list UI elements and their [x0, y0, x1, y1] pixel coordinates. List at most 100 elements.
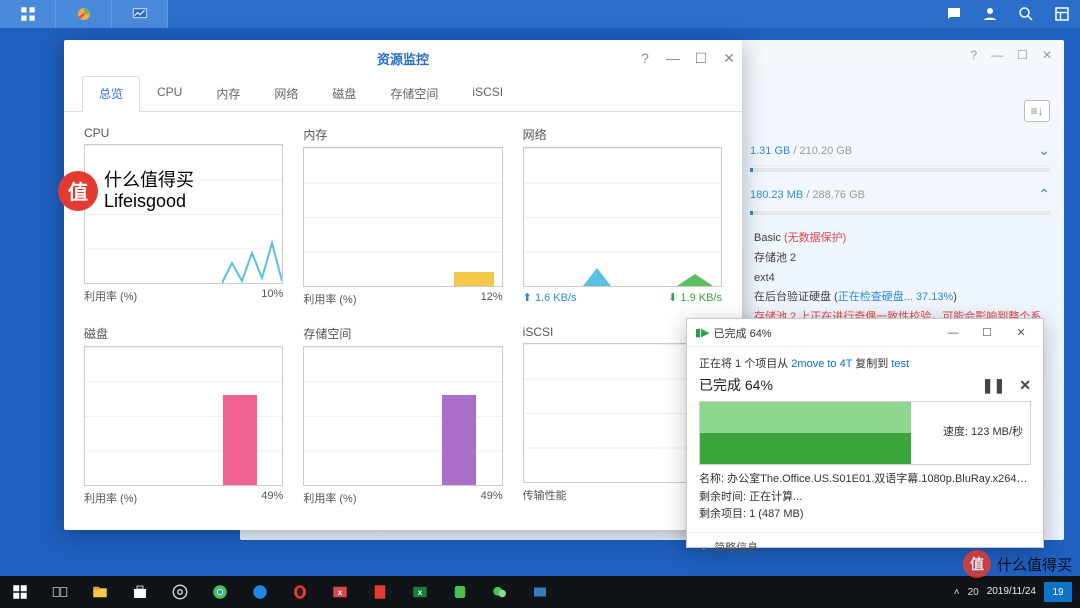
tabs: 总览 CPU 内存 网络 磁盘 存储空间 iSCSI: [64, 76, 742, 112]
svg-text:X: X: [338, 590, 343, 597]
app-running-icon[interactable]: [520, 576, 560, 608]
topbar-user-icon[interactable]: [972, 0, 1008, 28]
copy-remaining-items: 剩余项目: 1 (487 MB): [699, 506, 1031, 524]
evernote-icon[interactable]: [440, 576, 480, 608]
tray-count: 20: [968, 587, 979, 598]
notification-badge[interactable]: 19: [1044, 582, 1072, 602]
detail-check: 在后台验证硬盘 (: [754, 291, 838, 303]
net-chart[interactable]: [523, 147, 722, 287]
copy-src-link[interactable]: 2move to 4T: [791, 358, 852, 370]
file-explorer-icon[interactable]: [80, 576, 120, 608]
minimize-icon[interactable]: —: [939, 322, 967, 344]
ms-store-icon[interactable]: [120, 576, 160, 608]
tray-expand-icon[interactable]: ˄: [954, 587, 960, 598]
help-icon[interactable]: ?: [638, 51, 652, 65]
synology-topbar: [0, 0, 1080, 28]
topbar-widgets-icon[interactable]: [1044, 0, 1080, 28]
mem-title: 内存: [303, 126, 502, 143]
cpu-chart[interactable]: [84, 144, 283, 284]
copy-titlebar[interactable]: ▮▶ 已完成 64% — ☐ ✕: [687, 319, 1043, 347]
detail-basic: Basic: [754, 232, 781, 244]
copy-meta: 名称: 办公室The.Office.US.S01E01.双语字幕.1080p.B…: [699, 471, 1031, 524]
close-icon[interactable]: ✕: [1042, 48, 1052, 62]
windows-taskbar: X X ˄ 20 2019/11/24 19: [0, 576, 1080, 608]
task-view-icon[interactable]: [40, 576, 80, 608]
volume-row-2[interactable]: 180.23 MB / 288.76 GB ⌃: [750, 180, 1050, 209]
help-icon[interactable]: ?: [970, 48, 977, 62]
copy-progress-graph: 速度: 123 MB/秒: [699, 401, 1031, 465]
detail-fs: ext4: [754, 269, 1046, 289]
close-icon[interactable]: ✕: [722, 51, 736, 65]
detail-check-link[interactable]: 正在检查硬盘... 37.13%: [838, 291, 954, 303]
cpu-stat-label: 利用率 (%): [84, 288, 137, 304]
window-controls: ? — ☐ ✕: [638, 40, 736, 76]
cancel-button[interactable]: ✕: [1019, 377, 1031, 394]
wechat-icon[interactable]: [480, 576, 520, 608]
topbar-storage-icon[interactable]: [56, 0, 112, 28]
topbar-chat-icon[interactable]: [936, 0, 972, 28]
topbar-monitor-icon[interactable]: [112, 0, 168, 28]
copy-footer-label: 简略信息: [714, 539, 758, 555]
volume-row-1[interactable]: 1.31 GB / 210.20 GB ⌄: [750, 136, 1050, 166]
taskbar-clock[interactable]: 2019/11/24: [987, 586, 1036, 598]
tab-overview[interactable]: 总览: [82, 76, 140, 112]
system-tray[interactable]: ˄ 20 2019/11/24 19: [946, 582, 1080, 602]
tab-iscsi[interactable]: iSCSI: [455, 76, 520, 111]
copy-percent: 已完成 64%: [699, 375, 773, 395]
copy-remaining-time: 剩余时间: 正在计算...: [699, 489, 1031, 507]
maximize-icon[interactable]: ☐: [1017, 48, 1028, 62]
copy-speed: 速度: 123 MB/秒: [940, 422, 1026, 440]
pdf-icon[interactable]: [360, 576, 400, 608]
disk-chart[interactable]: [84, 346, 283, 486]
store-stat-value: 49%: [481, 490, 503, 506]
watermark-main: 值 什么值得买Lifeisgood: [58, 170, 194, 211]
file-copy-dialog: ▮▶ 已完成 64% — ☐ ✕ 正在将 1 个项目从 2move to 4T …: [686, 318, 1044, 548]
opera-icon[interactable]: [280, 576, 320, 608]
settings-icon[interactable]: [160, 576, 200, 608]
close-icon[interactable]: ✕: [1007, 322, 1035, 344]
vol2-total: 288.76 GB: [812, 189, 865, 201]
chevron-down-icon[interactable]: ⌄: [1038, 142, 1050, 159]
iscsi-stat-label: 传输性能: [523, 487, 567, 503]
vol1-used: 1.31 GB: [750, 145, 790, 157]
chrome-icon[interactable]: [200, 576, 240, 608]
net-up: ⬆ 1.6 KB/s: [523, 291, 577, 304]
cpu-title: CPU: [84, 126, 283, 140]
cpu-panel: CPU 利用率 (%)10%: [84, 126, 283, 307]
mem-chart[interactable]: [303, 147, 502, 287]
vol2-used: 180.23 MB: [750, 189, 803, 201]
topbar-app-grid[interactable]: [0, 0, 56, 28]
watermark-corner: 值 什么值得买: [963, 550, 1072, 578]
tab-network[interactable]: 网络: [257, 76, 315, 111]
disk-stat-label: 利用率 (%): [84, 490, 137, 506]
tab-storage[interactable]: 存储空间: [373, 76, 455, 111]
pause-button[interactable]: ❚❚: [982, 377, 1005, 394]
edge-icon[interactable]: [240, 576, 280, 608]
maximize-icon[interactable]: ☐: [694, 51, 708, 65]
copy-filename: 名称: 办公室The.Office.US.S01E01.双语字幕.1080p.B…: [699, 471, 1031, 489]
xmind-icon[interactable]: X: [320, 576, 360, 608]
maximize-icon[interactable]: ☐: [973, 322, 1001, 344]
excel-icon[interactable]: X: [400, 576, 440, 608]
net-panel: 网络 ⬆ 1.6 KB/s⬇ 1.9 KB/s: [523, 126, 722, 307]
vol1-total: 210.20 GB: [800, 145, 853, 157]
start-button[interactable]: [0, 576, 40, 608]
tab-disk[interactable]: 磁盘: [315, 76, 373, 111]
topbar-search-icon[interactable]: [1008, 0, 1044, 28]
net-down: ⬇ 1.9 KB/s: [668, 291, 722, 304]
tab-memory[interactable]: 内存: [199, 76, 257, 111]
chevron-up-icon[interactable]: ⌃: [1038, 186, 1050, 203]
tab-cpu[interactable]: CPU: [140, 76, 199, 111]
copy-title-text: 已完成 64%: [714, 325, 772, 341]
detail-basic-warn: (无数据保护): [784, 232, 846, 244]
storage-sort-button[interactable]: ≡↓: [1024, 100, 1050, 122]
copy-dst-link[interactable]: test: [891, 358, 909, 370]
disk-panel: 磁盘 利用率 (%)49%: [84, 325, 283, 506]
store-chart[interactable]: [303, 346, 502, 486]
svg-text:X: X: [418, 590, 423, 597]
mem-panel: 内存 利用率 (%)12%: [303, 126, 502, 307]
store-panel: 存储空间 利用率 (%)49%: [303, 325, 502, 506]
minimize-icon[interactable]: —: [991, 48, 1003, 62]
minimize-icon[interactable]: —: [666, 51, 680, 65]
chevron-down-icon: ⌄: [699, 540, 708, 553]
